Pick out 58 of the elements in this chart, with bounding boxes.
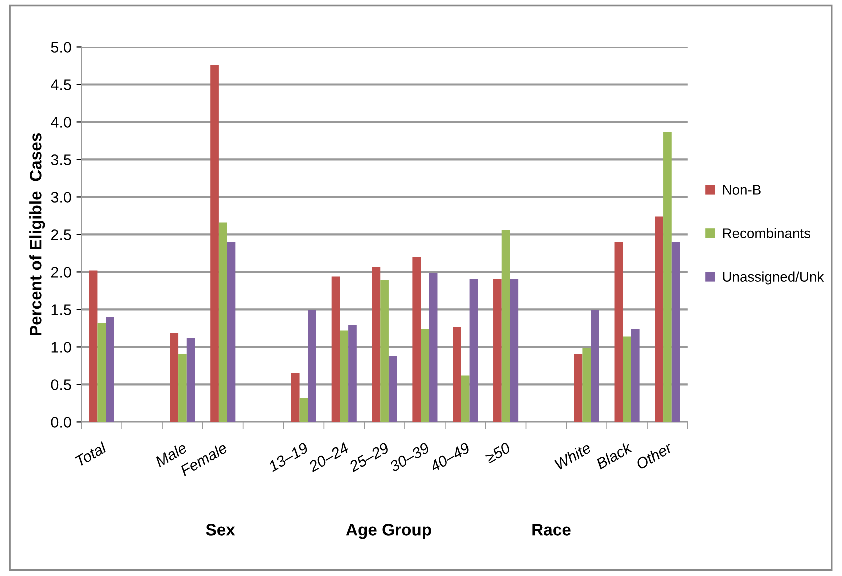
bar — [591, 310, 600, 422]
y-tick-label: 3.5 — [51, 154, 72, 166]
bar — [574, 354, 583, 422]
bar — [510, 278, 519, 422]
text: Race — [532, 524, 571, 536]
x-tick-label: Other — [635, 441, 674, 470]
bar — [623, 336, 632, 422]
bar — [89, 270, 98, 422]
x-tick-label: White — [554, 442, 592, 470]
bar — [614, 242, 624, 422]
bar — [494, 278, 502, 422]
bar — [631, 329, 640, 422]
bar — [664, 132, 672, 422]
bar — [98, 323, 106, 422]
bar — [502, 230, 510, 422]
legend-label: Recombinants — [723, 228, 811, 238]
bar — [291, 373, 300, 422]
bar — [348, 325, 357, 422]
bar — [340, 330, 349, 422]
y-tick-label: 4.0 — [51, 117, 72, 128]
bar — [655, 216, 664, 422]
bar — [412, 257, 422, 422]
y-tick-label: 3.0 — [51, 192, 72, 203]
bar — [308, 310, 316, 422]
bar — [461, 376, 470, 422]
y-tick-label: 2.5 — [51, 230, 72, 240]
y-tick-label: 1.5 — [52, 304, 72, 316]
y-tick-label: 2.0 — [51, 267, 72, 278]
bar — [178, 354, 187, 422]
bar — [300, 398, 308, 422]
bar — [470, 278, 478, 422]
bar — [186, 338, 196, 422]
bar — [672, 242, 680, 422]
bar — [170, 332, 179, 422]
bar — [421, 329, 430, 422]
text: Age Group — [346, 524, 432, 540]
y-tick-label: 5.0 — [51, 42, 72, 53]
bar — [388, 356, 398, 422]
bar — [227, 242, 236, 422]
x-tick-label: ≥50 — [484, 442, 512, 464]
y-axis-title: Percent of Eligible Cases — [30, 134, 46, 336]
y-tick-label: 4.5 — [51, 80, 72, 90]
bar — [106, 317, 114, 422]
bar — [429, 272, 438, 422]
bar — [372, 266, 381, 422]
y-tick-label: 0.0 — [51, 417, 72, 428]
legend-label: Unassigned/Unk — [723, 272, 824, 285]
x-tick-label: Total — [74, 441, 108, 467]
y-tick-label: 0.5 — [51, 380, 72, 390]
bar — [582, 348, 592, 422]
bar — [210, 65, 219, 422]
bar — [453, 326, 462, 422]
bar — [380, 280, 389, 422]
y-tick-label: 1.0 — [52, 342, 72, 353]
bar — [332, 276, 340, 422]
text: Sex — [206, 524, 236, 536]
legend-label: Non-B — [723, 185, 761, 195]
bar — [218, 222, 228, 422]
